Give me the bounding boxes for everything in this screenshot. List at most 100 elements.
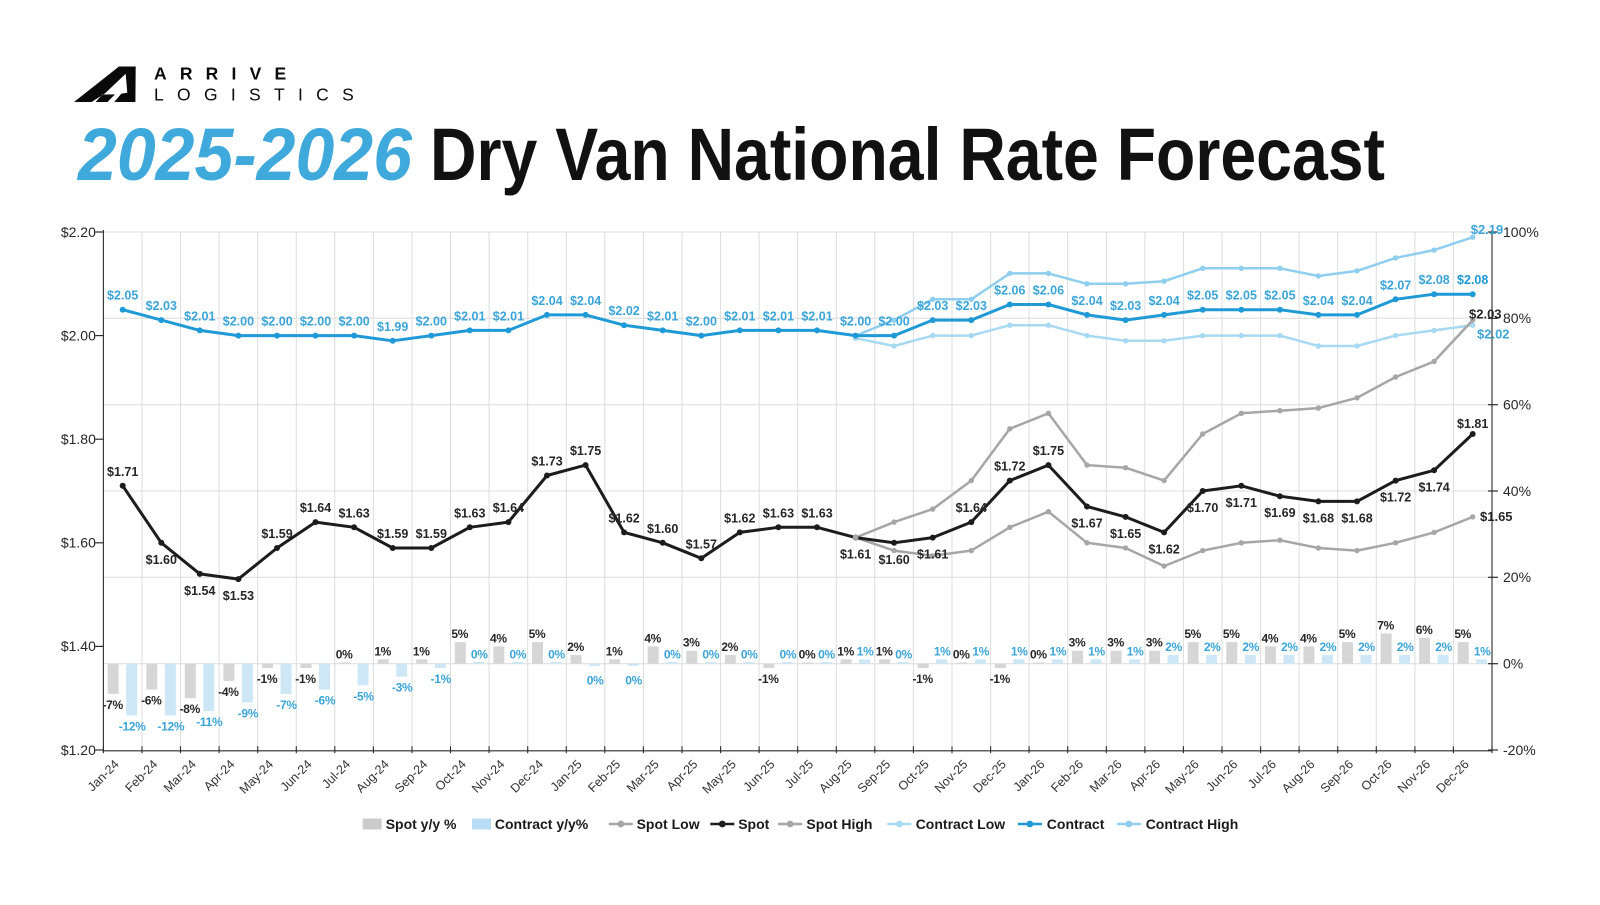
- svg-text:$2.06: $2.06: [994, 284, 1025, 298]
- svg-text:0%: 0%: [471, 648, 488, 662]
- svg-text:-11%: -11%: [196, 715, 223, 729]
- svg-text:$2.05: $2.05: [1264, 289, 1295, 303]
- svg-text:5%: 5%: [1454, 627, 1471, 641]
- svg-text:0%: 0%: [780, 648, 797, 662]
- svg-text:$2.03: $2.03: [917, 299, 948, 313]
- svg-text:$2.08: $2.08: [1418, 273, 1449, 287]
- svg-text:$1.59: $1.59: [377, 527, 408, 541]
- svg-text:6%: 6%: [1416, 623, 1433, 637]
- svg-text:$1.71: $1.71: [107, 465, 138, 479]
- svg-text:5%: 5%: [1223, 627, 1240, 641]
- svg-text:$2.01: $2.01: [801, 309, 832, 323]
- svg-text:$1.70: $1.70: [1187, 501, 1218, 515]
- svg-text:$2.07: $2.07: [1380, 278, 1411, 292]
- svg-text:2%: 2%: [1320, 640, 1337, 654]
- svg-text:$1.72: $1.72: [994, 460, 1025, 474]
- svg-text:1%: 1%: [876, 644, 893, 658]
- svg-text:-6%: -6%: [141, 694, 162, 708]
- svg-text:-1%: -1%: [990, 672, 1011, 686]
- svg-text:$1.62: $1.62: [1148, 542, 1179, 556]
- svg-text:2%: 2%: [1242, 640, 1259, 654]
- svg-text:$2.20: $2.20: [61, 224, 96, 240]
- svg-text:-3%: -3%: [392, 681, 413, 695]
- svg-text:$2.01: $2.01: [763, 309, 794, 323]
- svg-text:$1.69: $1.69: [1264, 506, 1295, 520]
- svg-text:$2.04: $2.04: [1071, 294, 1102, 308]
- svg-text:2%: 2%: [1435, 640, 1452, 654]
- svg-text:100%: 100%: [1503, 224, 1539, 240]
- svg-text:0%: 0%: [895, 648, 912, 662]
- svg-text:2%: 2%: [1397, 640, 1414, 654]
- svg-text:$1.60: $1.60: [878, 553, 909, 567]
- svg-text:-9%: -9%: [238, 707, 259, 721]
- svg-text:3%: 3%: [683, 636, 700, 650]
- svg-text:0%: 0%: [336, 648, 353, 662]
- svg-text:-1%: -1%: [912, 672, 933, 686]
- svg-text:$1.20: $1.20: [61, 742, 96, 758]
- svg-text:$1.64: $1.64: [300, 501, 331, 515]
- svg-text:2025-2026: 2025-2026: [76, 113, 413, 196]
- svg-text:4%: 4%: [1262, 631, 1279, 645]
- svg-text:-1%: -1%: [295, 672, 316, 686]
- svg-text:$1.63: $1.63: [763, 506, 794, 520]
- svg-text:$1.62: $1.62: [608, 511, 639, 525]
- svg-text:$1.73: $1.73: [531, 455, 562, 469]
- svg-text:0%: 0%: [548, 648, 565, 662]
- svg-text:Spot: Spot: [738, 816, 769, 832]
- svg-text:$1.75: $1.75: [1033, 444, 1064, 458]
- svg-text:4%: 4%: [1300, 631, 1317, 645]
- svg-text:$1.71: $1.71: [1226, 496, 1257, 510]
- svg-text:1%: 1%: [606, 644, 623, 658]
- svg-text:$2.05: $2.05: [1187, 289, 1218, 303]
- svg-text:$1.54: $1.54: [184, 584, 215, 598]
- svg-text:-12%: -12%: [157, 720, 184, 734]
- svg-text:$1.57: $1.57: [686, 537, 717, 551]
- svg-text:$2.08: $2.08: [1457, 273, 1488, 287]
- svg-text:$2.00: $2.00: [840, 315, 871, 329]
- svg-text:$1.59: $1.59: [416, 527, 447, 541]
- svg-text:0%: 0%: [1030, 648, 1047, 662]
- svg-text:-1%: -1%: [431, 672, 452, 686]
- svg-text:4%: 4%: [490, 631, 507, 645]
- svg-text:$1.65: $1.65: [1480, 509, 1513, 524]
- svg-text:1%: 1%: [837, 644, 854, 658]
- svg-text:1%: 1%: [972, 644, 989, 658]
- svg-text:5%: 5%: [1339, 627, 1356, 641]
- svg-text:3%: 3%: [1069, 636, 1086, 650]
- svg-text:0%: 0%: [953, 648, 970, 662]
- svg-text:$1.68: $1.68: [1303, 511, 1334, 525]
- svg-text:$1.99: $1.99: [377, 320, 408, 334]
- svg-text:$2.01: $2.01: [454, 309, 485, 323]
- svg-text:$2.00: $2.00: [416, 315, 447, 329]
- svg-text:$1.81: $1.81: [1457, 417, 1488, 431]
- svg-text:1%: 1%: [1127, 644, 1144, 658]
- svg-text:-12%: -12%: [119, 720, 146, 734]
- svg-text:5%: 5%: [529, 627, 546, 641]
- svg-text:3%: 3%: [1146, 636, 1163, 650]
- svg-text:0%: 0%: [625, 674, 642, 688]
- svg-text:$1.67: $1.67: [1071, 517, 1102, 531]
- svg-text:80%: 80%: [1503, 310, 1531, 326]
- svg-text:$2.00: $2.00: [300, 315, 331, 329]
- svg-text:3%: 3%: [1107, 636, 1124, 650]
- svg-text:$2.03: $2.03: [956, 299, 987, 313]
- svg-text:ARRIVE: ARRIVE: [154, 64, 299, 84]
- svg-text:40%: 40%: [1503, 483, 1531, 499]
- svg-text:0%: 0%: [702, 648, 719, 662]
- svg-text:2%: 2%: [1358, 640, 1375, 654]
- svg-text:0%: 0%: [587, 674, 604, 688]
- svg-text:2%: 2%: [1281, 640, 1298, 654]
- svg-text:$2.06: $2.06: [1033, 284, 1064, 298]
- svg-text:7%: 7%: [1377, 619, 1394, 633]
- svg-text:1%: 1%: [1050, 644, 1067, 658]
- svg-text:5%: 5%: [1184, 627, 1201, 641]
- svg-text:$1.64: $1.64: [956, 501, 987, 515]
- svg-text:$2.01: $2.01: [647, 309, 678, 323]
- svg-text:1%: 1%: [1011, 644, 1028, 658]
- svg-text:$2.00: $2.00: [686, 315, 717, 329]
- svg-text:0%: 0%: [741, 648, 758, 662]
- svg-text:$2.05: $2.05: [1226, 289, 1257, 303]
- svg-text:0%: 0%: [818, 648, 835, 662]
- svg-text:Contract Low: Contract Low: [916, 816, 1006, 832]
- svg-text:2%: 2%: [721, 640, 738, 654]
